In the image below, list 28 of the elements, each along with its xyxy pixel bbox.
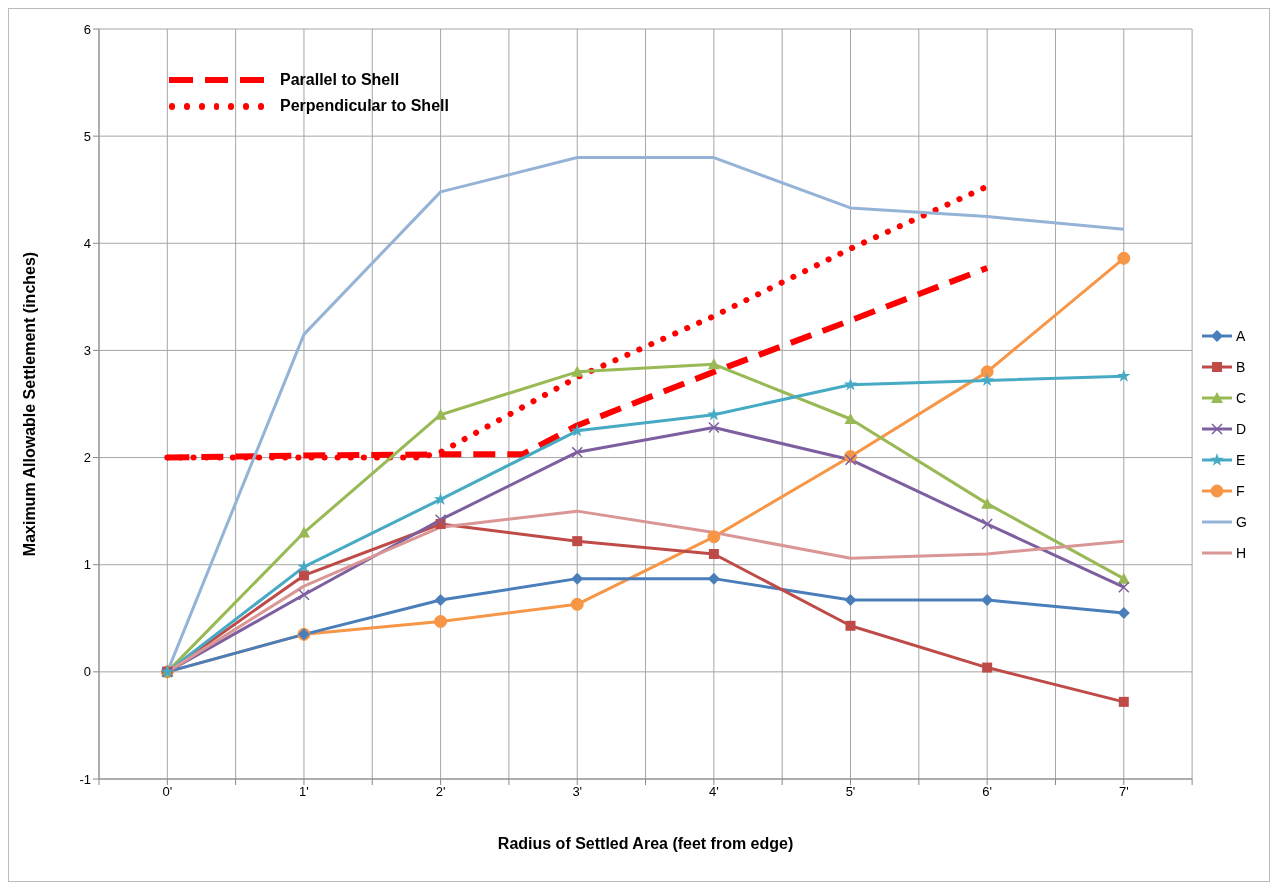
legend-label: Perpendicular to Shell — [280, 97, 449, 115]
legend-label: C — [1236, 389, 1247, 406]
y-tick-label: 2 — [83, 450, 91, 466]
legend-label: Parallel to Shell — [280, 71, 400, 89]
legend-label: A — [1236, 327, 1246, 344]
y-tick-label: 5 — [83, 128, 91, 144]
x-tick-label: 3' — [572, 784, 583, 800]
legend-label: E — [1236, 451, 1246, 468]
legend-label: H — [1236, 544, 1247, 561]
legend-label: F — [1236, 482, 1245, 499]
x-tick-label: 1' — [299, 784, 309, 800]
legend-label: G — [1236, 513, 1247, 530]
x-tick-label: 0' — [162, 784, 173, 800]
x-tick-label: 5' — [845, 784, 856, 800]
legend-label: D — [1236, 420, 1247, 437]
legend-label: B — [1236, 358, 1246, 375]
y-tick-label: 1 — [83, 557, 91, 573]
y-axis-title: Maximum Allowable Settlement (inches) — [20, 251, 38, 557]
x-tick-label: 6' — [982, 784, 993, 800]
y-tick-label: 0 — [83, 664, 91, 680]
y-tick-label: 6 — [83, 21, 91, 37]
x-axis-title: Radius of Settled Area (feet from edge) — [497, 835, 794, 852]
y-tick-label: -1 — [79, 771, 91, 787]
x-tick-label: 2' — [435, 784, 446, 800]
x-tick-label: 7' — [1118, 784, 1129, 800]
y-tick-label: 3 — [83, 343, 91, 359]
x-tick-label: 4' — [709, 784, 719, 800]
y-tick-label: 4 — [83, 235, 91, 251]
